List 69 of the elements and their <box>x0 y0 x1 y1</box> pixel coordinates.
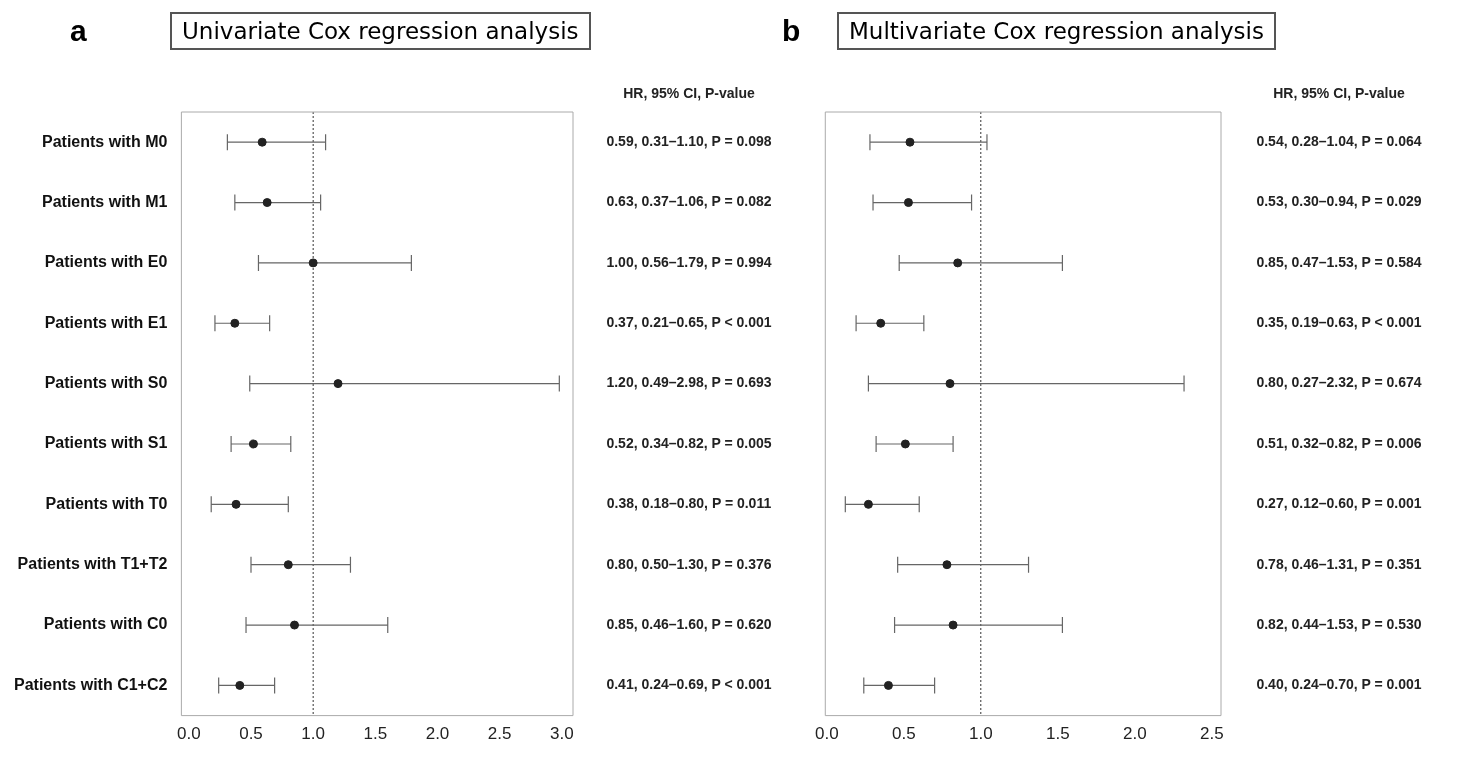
point <box>283 560 293 570</box>
point <box>905 137 915 147</box>
point <box>883 680 893 690</box>
x-tick-label: 0.5 <box>892 724 916 744</box>
point <box>248 439 258 449</box>
data-label: 0.35, 0.19–0.63, P < 0.001 <box>1256 314 1422 331</box>
point <box>308 258 318 268</box>
data-label: 0.54, 0.28–1.04, P = 0.064 <box>1256 133 1422 150</box>
point <box>948 620 958 630</box>
data-label: 0.78, 0.46–1.31, P = 0.351 <box>1256 555 1422 572</box>
data-label: 0.63, 0.37–1.06, P = 0.082 <box>606 193 772 210</box>
point <box>876 318 886 328</box>
data-label: 0.59, 0.31–1.10, P = 0.098 <box>606 133 772 150</box>
y-tick-label: Patients with S0 <box>44 374 168 392</box>
point <box>903 198 913 208</box>
data-label: 0.53, 0.30–0.94, P = 0.029 <box>1256 193 1422 210</box>
point <box>290 620 300 630</box>
text: b <box>782 14 801 48</box>
y-tick-label: Patients with E1 <box>44 313 168 331</box>
x-tick-label: 1.0 <box>968 724 993 744</box>
y-tick-label: Patients with M1 <box>42 192 168 210</box>
point <box>942 560 952 570</box>
point <box>900 439 910 449</box>
x-tick-label: 1.5 <box>1045 724 1070 744</box>
data-label: 0.82, 0.44–1.53, P = 0.530 <box>1256 615 1422 632</box>
data-label: 0.38, 0.18–0.80, P = 0.011 <box>606 495 772 512</box>
x-tick-label: 0.0 <box>815 724 839 744</box>
data-label: 0.27, 0.12–0.60, P = 0.001 <box>1256 495 1422 512</box>
chart-title: Multivariate Cox regression analysis <box>837 12 1276 50</box>
y-tick-label: Patients with T1+T2 <box>17 555 168 573</box>
y-tick-label: Patients with T0 <box>45 494 168 512</box>
point <box>333 379 343 389</box>
data-label: 1.00, 0.56–1.79, P = 0.994 <box>606 253 772 270</box>
y-tick-label: Patients with E0 <box>44 253 168 271</box>
x-tick-label: 2.0 <box>425 724 450 744</box>
point <box>945 379 955 389</box>
text: a <box>70 14 87 48</box>
y-tick-label: Patients with S1 <box>44 434 168 452</box>
data-label: 0.80, 0.50–1.30, P = 0.376 <box>606 555 772 572</box>
point <box>230 318 240 328</box>
chart-title: Univariate Cox regression analysis <box>170 12 591 50</box>
text: HR, 95% CI, P-value <box>1273 84 1405 101</box>
point <box>953 258 963 268</box>
y-tick-label: Patients with C1+C2 <box>14 675 168 693</box>
x-tick-label: 0.5 <box>239 724 263 744</box>
data-label: 0.40, 0.24–0.70, P = 0.001 <box>1256 676 1422 693</box>
text: HR, 95% CI, P-value <box>623 84 755 101</box>
y-tick-label: Patients with C0 <box>43 615 168 633</box>
x-tick-label: 2.5 <box>487 724 512 744</box>
x-tick-label: 2.5 <box>1199 724 1224 744</box>
data-label: 0.85, 0.46–1.60, P = 0.620 <box>606 615 772 632</box>
data-label: 0.41, 0.24–0.69, P < 0.001 <box>606 676 772 693</box>
data-label: 0.80, 0.27–2.32, P = 0.674 <box>1256 374 1422 391</box>
point <box>257 137 267 147</box>
data-label: 0.85, 0.47–1.53, P = 0.584 <box>1256 253 1422 270</box>
point <box>863 499 873 509</box>
x-tick-label: 2.0 <box>1122 724 1147 744</box>
x-tick-label: 1.5 <box>363 724 388 744</box>
x-tick-label: 1.0 <box>301 724 325 744</box>
data-label: 0.51, 0.32–0.82, P = 0.006 <box>1256 434 1422 451</box>
y-tick-label: Patients with M0 <box>42 132 168 150</box>
x-tick-label: 0.0 <box>177 724 201 744</box>
point <box>262 198 272 208</box>
point <box>235 680 245 690</box>
data-label: 0.37, 0.21–0.65, P < 0.001 <box>606 314 772 331</box>
x-tick-label: 3.0 <box>549 724 574 744</box>
data-label: 0.52, 0.34–0.82, P = 0.005 <box>606 434 772 451</box>
data-label: 1.20, 0.49–2.98, P = 0.693 <box>606 374 772 391</box>
point <box>231 499 241 509</box>
